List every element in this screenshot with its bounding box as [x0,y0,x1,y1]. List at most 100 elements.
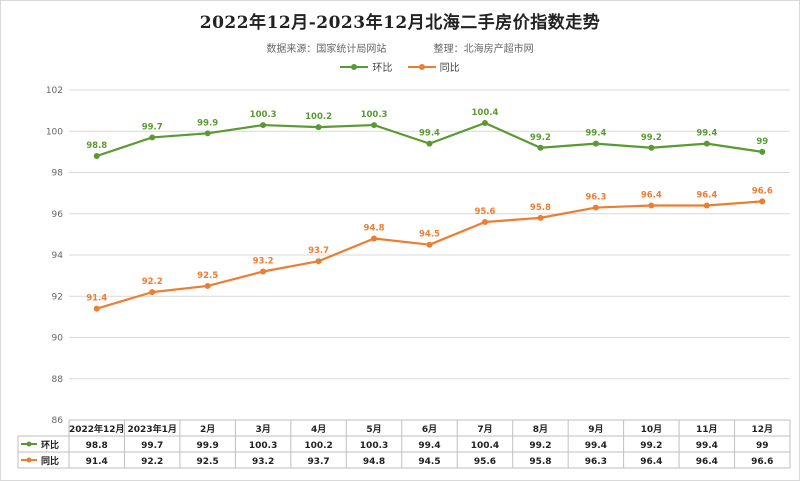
data-label: 99.4 [419,129,440,139]
x-tick-label: 5月 [366,424,381,435]
data-label: 92.2 [142,277,163,287]
data-label: 91.4 [86,294,107,304]
data-point [481,219,488,225]
data-label: 95.6 [474,207,495,217]
table-legend-marker [26,457,32,463]
data-point [260,122,267,129]
table-cell: 96.6 [751,457,773,467]
data-label: 98.8 [86,141,107,151]
data-label: 93.2 [253,257,274,267]
x-tick-label: 2月 [200,424,215,435]
table-cell: 96.3 [585,457,607,467]
table-cell: 99.2 [640,441,662,451]
data-point [592,140,599,147]
table-cell: 99.4 [585,441,607,451]
data-label: 99.7 [142,122,163,132]
legend-marker-mom [340,63,369,70]
table-cell: 92.5 [197,457,219,467]
data-point [371,235,378,242]
table-cell: 99.4 [418,441,440,451]
table-cell: 95.8 [529,457,551,467]
data-point [93,153,100,159]
table-cell: 94.8 [363,457,385,467]
x-tick-label: 11月 [696,424,718,435]
data-point [592,204,599,211]
table-series-label: 同比 [41,455,59,467]
legend-item-yoy: 同比 [407,59,460,74]
x-tick-label: 2022年12月 [69,423,125,435]
data-point [648,144,655,151]
table-cell: 99.7 [141,441,163,451]
legend-label-mom: 环比 [372,63,393,74]
data-label: 94.8 [364,224,385,234]
legend-label-yoy: 同比 [439,63,460,74]
table-cell: 96.4 [640,457,662,467]
data-label: 96.6 [752,186,773,196]
x-tick-label: 9月 [588,424,603,435]
table-cell: 98.8 [86,441,108,451]
data-point [149,134,156,141]
data-point [204,282,211,289]
table-cell: 99.4 [696,441,718,451]
y-tick-label: 86 [52,416,64,426]
data-point [426,140,433,147]
data-point [93,305,100,312]
table-cell: 93.2 [252,457,274,467]
data-label: 99.4 [585,129,606,139]
data-label: 100.2 [305,112,332,122]
x-tick-label: 4月 [311,424,326,435]
data-label: 92.5 [197,271,218,281]
table-cell: 100.4 [471,441,499,451]
chart-subtitle: 数据来源：国家统计局网站 整理：北海房产超市网 [0,40,800,55]
table-cell: 100.3 [360,441,388,451]
y-tick-label: 90 [52,334,64,344]
y-tick-label: 98 [52,169,64,179]
x-tick-label: 2023年1月 [128,423,177,435]
data-label: 99.2 [530,133,551,143]
chart-legend: 环比 同比 [0,59,800,75]
data-label: 100.4 [472,108,499,118]
data-point [426,241,433,248]
x-tick-label: 10月 [641,424,663,435]
data-point [481,120,488,126]
x-tick-label: 6月 [422,424,437,435]
y-tick-label: 102 [46,86,63,96]
y-tick-label: 88 [52,375,64,385]
x-tick-label: 8月 [533,424,548,435]
y-tick-label: 100 [46,127,63,137]
data-label: 93.7 [308,246,329,256]
data-point [759,148,766,155]
table-cell: 99.2 [529,441,551,451]
data-point [315,124,322,131]
y-tick-label: 96 [52,210,64,220]
table-cell: 99 [756,441,769,451]
data-point [703,140,710,147]
data-label: 96.3 [585,193,606,203]
data-label: 100.3 [361,110,388,120]
data-label: 99.9 [197,118,218,128]
data-label: 96.4 [696,191,717,201]
table-cell: 96.4 [696,457,718,467]
table-legend-marker [26,441,32,447]
data-label: 100.3 [250,110,277,120]
data-point [759,198,766,205]
chart-title: 2022年12月-2023年12月北海二手房价指数走势 [199,13,601,33]
data-point [260,268,267,275]
table-cell: 95.6 [474,457,496,467]
x-tick-label: 7月 [477,424,492,435]
data-label: 99.4 [696,129,717,139]
data-label: 96.4 [641,191,662,201]
table-cell: 92.2 [141,457,163,467]
table-cell: 93.7 [307,457,329,467]
table-series-label: 环比 [41,439,59,451]
data-label: 99.2 [641,133,662,143]
compiler-text: 整理：北海房产超市网 [433,44,534,55]
data-point [537,214,544,221]
x-tick-label: 12月 [752,424,774,435]
y-tick-label: 92 [52,292,63,302]
legend-marker-yoy [407,63,436,70]
y-tick-label: 94 [52,251,64,261]
data-label: 99 [756,137,768,147]
table-cell: 100.3 [249,441,277,451]
